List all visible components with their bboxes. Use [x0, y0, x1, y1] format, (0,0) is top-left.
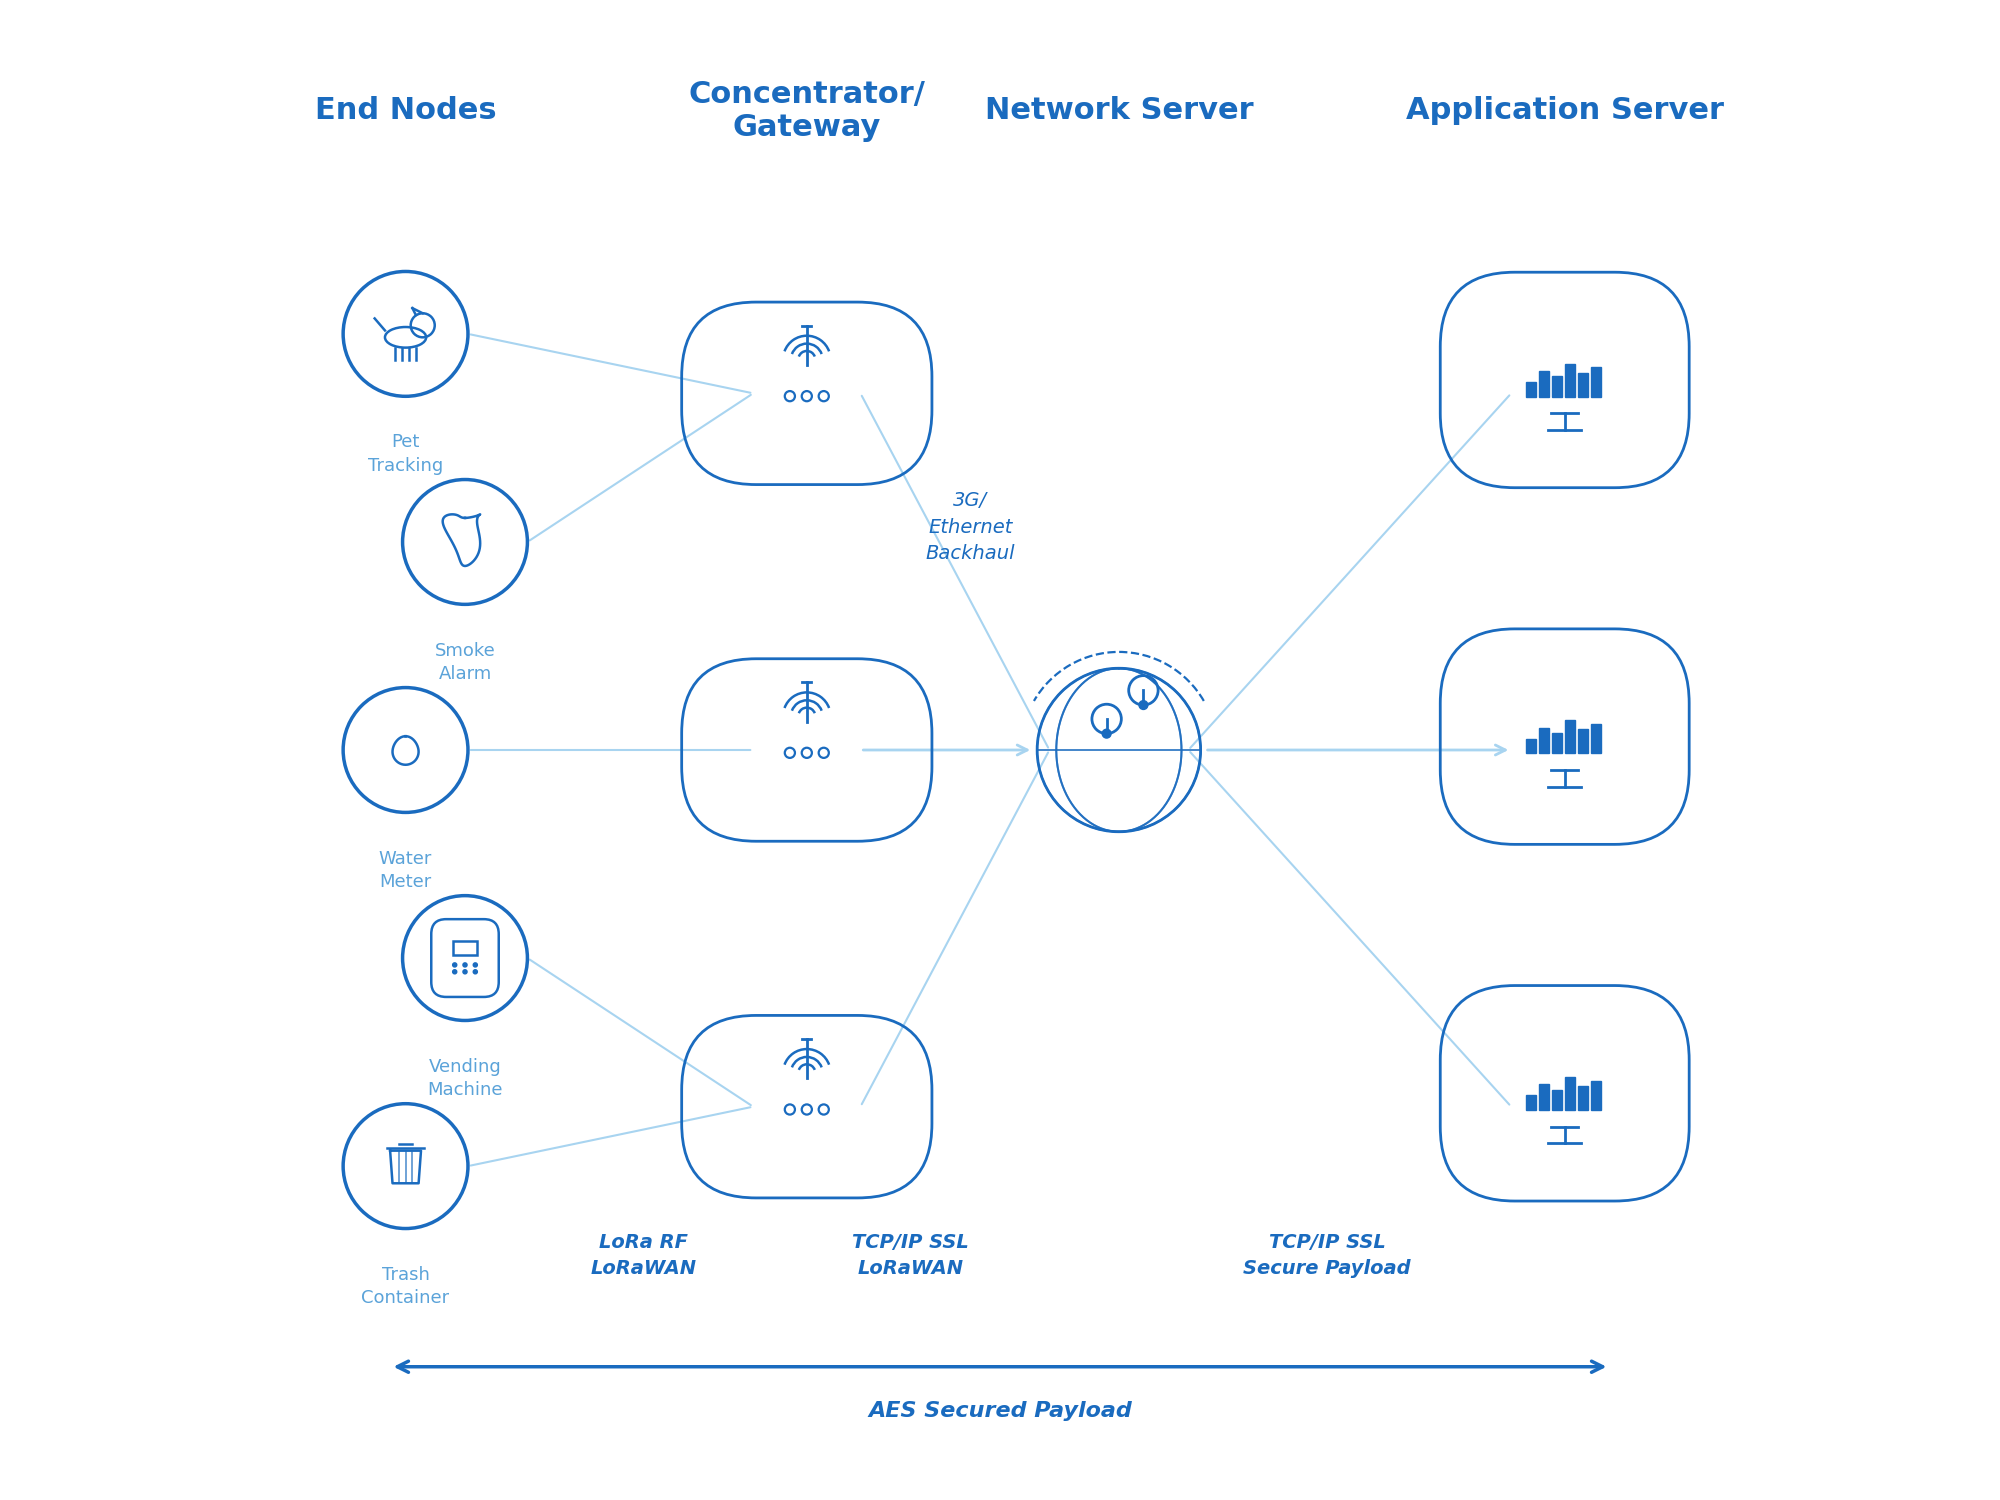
Bar — [1526, 738, 1536, 753]
Bar — [1564, 1077, 1574, 1110]
Text: Network Server: Network Server — [984, 96, 1254, 126]
Bar — [1538, 370, 1548, 396]
Bar — [1552, 376, 1562, 396]
Text: Trash
Container: Trash Container — [362, 1266, 450, 1308]
Bar — [1578, 374, 1588, 396]
Circle shape — [474, 969, 478, 974]
Text: Application Server: Application Server — [1406, 96, 1724, 126]
Text: TCP/IP SSL
LoRaWAN: TCP/IP SSL LoRaWAN — [852, 1233, 970, 1278]
Bar — [1590, 368, 1600, 396]
Text: AES Secured Payload: AES Secured Payload — [868, 1401, 1132, 1422]
Circle shape — [1102, 729, 1112, 738]
Bar — [1526, 382, 1536, 396]
Circle shape — [462, 969, 468, 974]
Bar — [1578, 1086, 1588, 1110]
Bar — [452, 940, 478, 954]
Bar — [1526, 1095, 1536, 1110]
Circle shape — [462, 963, 468, 968]
Text: Vending
Machine: Vending Machine — [428, 1058, 502, 1100]
Bar — [1564, 720, 1574, 753]
Circle shape — [1138, 700, 1148, 709]
Text: TCP/IP SSL
Secure Payload: TCP/IP SSL Secure Payload — [1244, 1233, 1410, 1278]
Bar — [1538, 728, 1548, 753]
Circle shape — [474, 963, 478, 968]
Bar — [1552, 1090, 1562, 1110]
Text: Pet
Tracking: Pet Tracking — [368, 433, 444, 476]
Bar — [1552, 734, 1562, 753]
Bar — [1538, 1084, 1548, 1110]
Text: 3G/
Ethernet
Backhaul: 3G/ Ethernet Backhaul — [926, 490, 1016, 562]
Text: LoRa RF
LoRaWAN: LoRa RF LoRaWAN — [590, 1233, 696, 1278]
Text: End Nodes: End Nodes — [314, 96, 496, 126]
Bar — [1564, 363, 1574, 396]
Bar — [1578, 729, 1588, 753]
Bar — [1590, 1080, 1600, 1110]
Text: Water
Meter: Water Meter — [378, 849, 432, 891]
Circle shape — [452, 969, 456, 974]
Bar — [1590, 724, 1600, 753]
Text: Smoke
Alarm: Smoke Alarm — [434, 642, 496, 682]
Text: Concentrator/
Gateway: Concentrator/ Gateway — [688, 80, 926, 142]
Circle shape — [452, 963, 456, 968]
